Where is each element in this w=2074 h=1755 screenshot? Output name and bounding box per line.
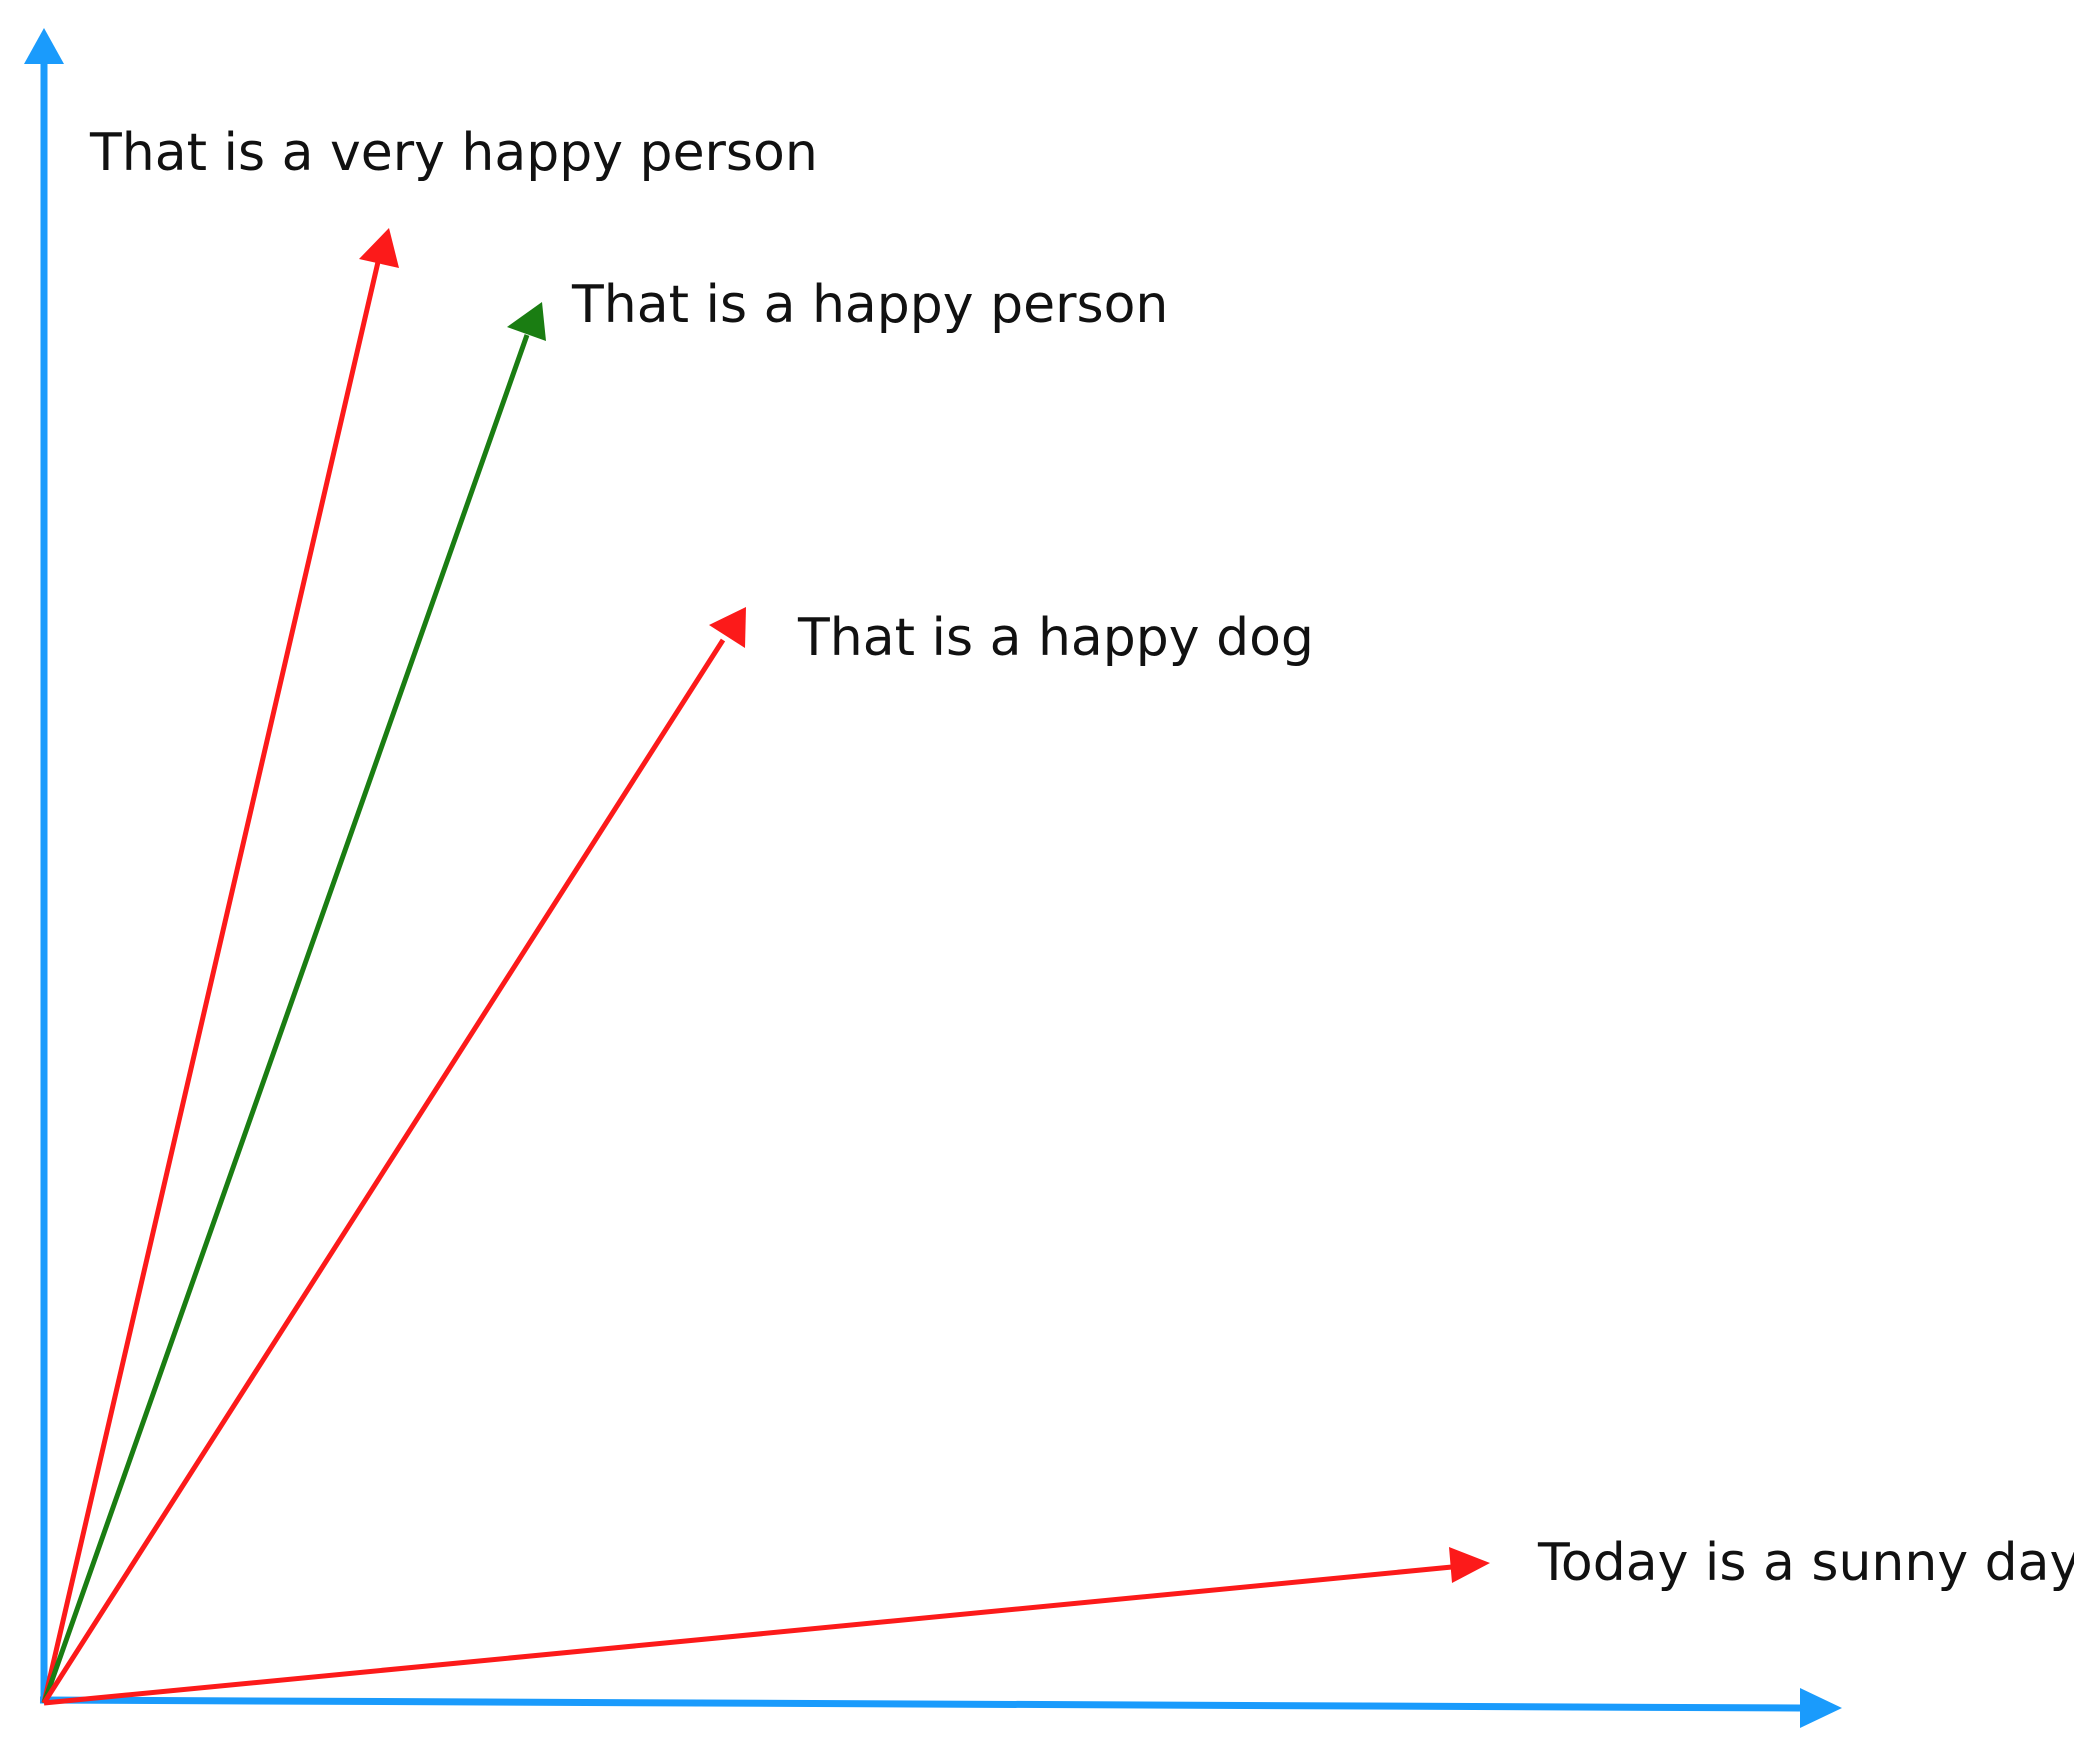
vector-very-happy-person: That is a very happy person: [41, 123, 818, 1704]
vector-very-happy-person-arrowhead: [359, 228, 399, 268]
vector-sunny-day: Today is a sunny day: [43, 1533, 2074, 1706]
vector-happy-dog-label: That is a happy dog: [797, 608, 1314, 668]
vector-happy-person: That is a happy person: [41, 275, 1168, 1704]
vector-happy-dog: That is a happy dog: [41, 607, 1314, 1705]
vector-happy-person-label: That is a happy person: [571, 275, 1168, 335]
vector-sunny-day-label: Today is a sunny day: [1537, 1533, 2074, 1593]
vector-sunny-day-arrowhead: [1449, 1547, 1490, 1583]
vector-happy-dog-line: [41, 638, 726, 1705]
vector-very-happy-person-label: That is a very happy person: [89, 123, 818, 183]
x-axis: [39, 1688, 1842, 1728]
vector-happy-person-line: [41, 334, 530, 1704]
y-axis: [24, 28, 64, 1703]
vector-very-happy-person-line: [41, 261, 381, 1704]
vector-happy-dog-arrowhead: [709, 607, 746, 648]
vector-sunny-day-line: [43, 1564, 1453, 1706]
x-axis-line: [39, 1696, 1801, 1712]
x-axis-arrowhead: [1800, 1688, 1842, 1728]
vector-happy-person-arrowhead: [507, 302, 546, 341]
y-axis-arrowhead: [24, 28, 64, 64]
